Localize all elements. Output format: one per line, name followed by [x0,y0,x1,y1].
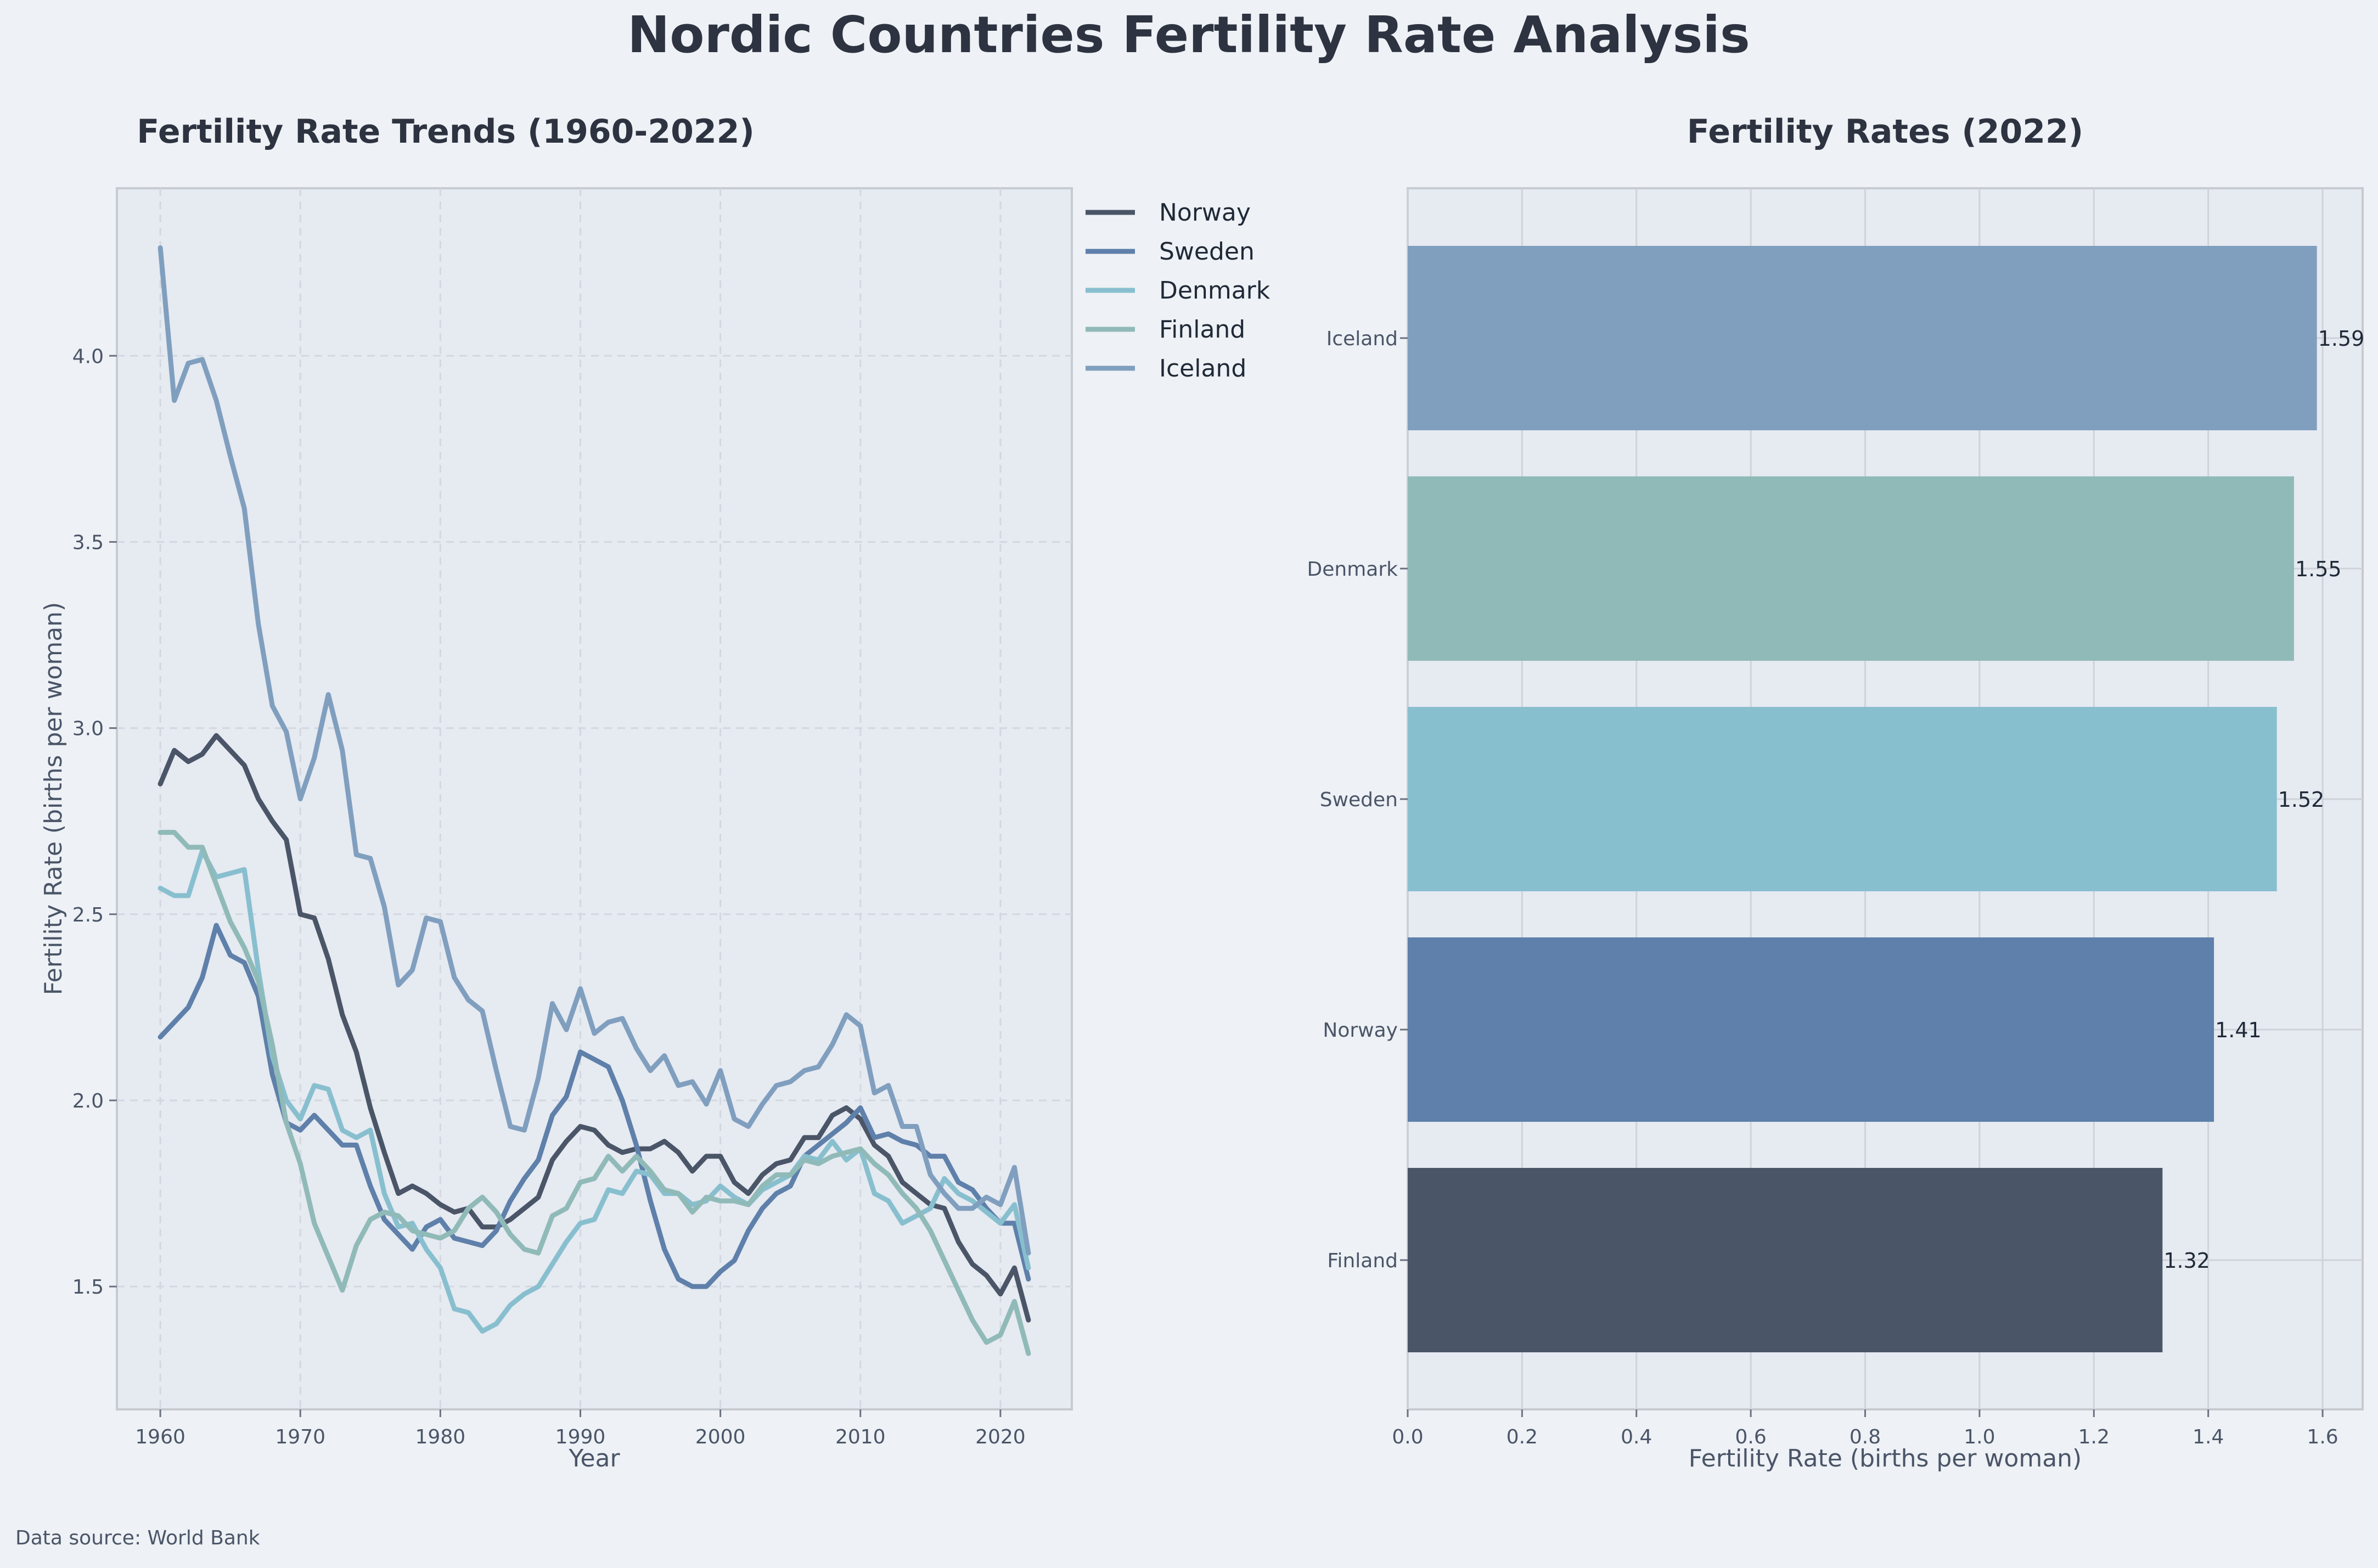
line-chart: Fertility Rate Trends (1960-2022) 1960 19… [40,113,1270,1473]
legend-label-iceland: Iceland [1159,355,1246,383]
line-x-tick-label: 2000 [695,1426,746,1448]
legend-label-norway: Norway [1159,199,1251,227]
bar-x-tick-label: 1.6 [2307,1426,2338,1448]
bar-category-label: Finland [1327,1250,1398,1272]
bar-iceland [1408,246,2317,430]
series-line-finland [158,830,1031,1356]
source-note: Data source: World Bank [15,1527,260,1549]
bar-x-tick-label: 0.4 [1621,1426,1652,1448]
bar-chart: Fertility Rates (2022) 1.591.551.521.411… [1307,113,2365,1473]
line-y-tick-label: 2.0 [72,1090,104,1112]
line-y-tick-label: 2.5 [72,904,104,926]
line-y-tick-label: 4.0 [72,345,104,368]
line-x-axis-label: Year [568,1445,620,1473]
bar-x-ticks: 0.0 0.2 0.4 0.6 0.8 1.0 1.2 1.4 1.6 [1392,1409,2338,1448]
line-series-group [158,245,1031,1356]
line-x-tick-label: 1970 [275,1426,325,1448]
line-x-tick-label: 2010 [835,1426,886,1448]
line-x-tick-label: 1990 [555,1426,606,1448]
bar-x-tick-label: 0.8 [1849,1426,1881,1448]
line-y-tick-label: 3.5 [72,531,104,554]
bar-x-tick-label: 0.0 [1392,1426,1423,1448]
line-x-tick-label: 2020 [975,1426,1026,1448]
line-y-tick-label: 3.0 [72,718,104,740]
bar-category-label: Iceland [1326,328,1398,350]
bar-x-tick-label: 1.0 [1964,1426,1995,1448]
bar-category-label: Norway [1323,1019,1398,1042]
bar-category-label: Denmark [1307,558,1398,581]
bar-x-tick-label: 1.4 [2193,1426,2224,1448]
line-y-tick-label: 1.5 [72,1276,104,1299]
line-x-tick-label: 1980 [415,1426,466,1448]
series-line-norway [158,733,1031,1323]
line-y-ticks: 1.5 2.0 2.5 3.0 3.5 4.0 [72,345,117,1299]
bar-x-tick-label: 0.6 [1735,1426,1767,1448]
bar-finland [1408,1168,2163,1352]
bar-value-label: 1.55 [2295,557,2342,581]
line-x-tick-label: 1960 [135,1426,185,1448]
bar-value-label: 1.32 [2163,1249,2210,1273]
bar-group: 1.59 1.55 1.52 1.41 1.32 [1408,246,2364,1352]
bar-chart-title: Fertility Rates (2022) [1687,113,2083,151]
bar-denmark [1408,476,2294,661]
bar-y-ticks: Iceland Denmark Sweden Norway Finland [1307,328,1408,1272]
bar-x-tick-label: 1.2 [2078,1426,2110,1448]
figure-title: Nordic Countries Fertility Rate Analysis [627,5,1750,64]
legend-label-sweden: Sweden [1159,238,1255,266]
series-line-sweden [158,923,1031,1289]
bar-x-tick-label: 0.2 [1506,1426,1538,1448]
bar-value-label: 1.52 [2278,788,2325,812]
series-line-denmark [158,848,1031,1334]
bar-norway [1408,937,2214,1122]
line-x-ticks: 1960 1970 1980 1990 2000 2010 2020 [135,1409,1026,1448]
bar-sweden [1408,707,2277,891]
legend-label-denmark: Denmark [1159,277,1270,305]
bar-x-axis-label: Fertility Rate (births per woman) [1689,1445,2082,1473]
line-y-axis-label: Fertility Rate (births per woman) [40,602,68,995]
legend-label-finland: Finland [1159,316,1245,344]
line-legend: Norway Sweden Denmark Finland Iceland [1086,199,1270,383]
line-chart-title: Fertility Rate Trends (1960-2022) [137,113,754,151]
bar-value-label: 1.41 [2215,1018,2262,1042]
bar-value-label: 1.59 [2318,327,2365,351]
bar-category-label: Sweden [1320,789,1398,811]
series-line-iceland [158,245,1031,1256]
